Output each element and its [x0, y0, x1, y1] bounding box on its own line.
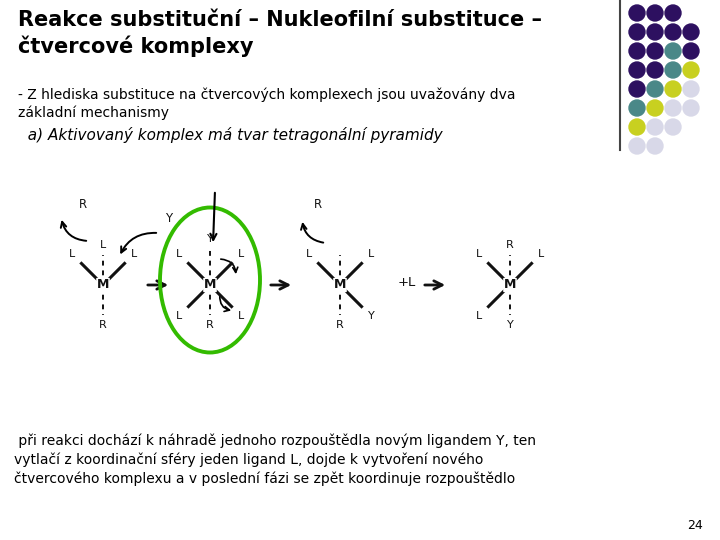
- Circle shape: [683, 24, 699, 40]
- Circle shape: [629, 43, 645, 59]
- Text: L: L: [306, 249, 312, 259]
- Text: L: L: [100, 240, 106, 250]
- Text: L: L: [538, 249, 544, 259]
- Text: R: R: [314, 198, 322, 211]
- Circle shape: [665, 24, 681, 40]
- Circle shape: [665, 62, 681, 78]
- Text: Reakce substituční – Nukleofilní substituce –
čtvercové komplexy: Reakce substituční – Nukleofilní substit…: [18, 10, 542, 57]
- Circle shape: [683, 43, 699, 59]
- Circle shape: [647, 5, 663, 21]
- Circle shape: [683, 81, 699, 97]
- Text: R: R: [99, 320, 107, 330]
- Text: L: L: [476, 249, 482, 259]
- Text: L: L: [176, 249, 182, 259]
- Text: a) Aktivovaný komplex má tvar tetragonální pyramidy: a) Aktivovaný komplex má tvar tetragonál…: [18, 127, 443, 143]
- Text: 24: 24: [688, 519, 703, 532]
- Text: Y: Y: [165, 212, 172, 225]
- Circle shape: [629, 62, 645, 78]
- Text: R: R: [506, 240, 514, 250]
- Circle shape: [647, 43, 663, 59]
- Circle shape: [647, 81, 663, 97]
- Circle shape: [683, 62, 699, 78]
- Text: M: M: [204, 279, 216, 292]
- Circle shape: [647, 24, 663, 40]
- Text: M: M: [334, 279, 346, 292]
- Text: Y: Y: [368, 311, 374, 321]
- Text: Y: Y: [507, 320, 513, 330]
- Text: M: M: [504, 279, 516, 292]
- Text: L: L: [476, 311, 482, 321]
- Circle shape: [683, 100, 699, 116]
- Text: R: R: [336, 320, 344, 330]
- Text: L: L: [238, 249, 244, 259]
- Circle shape: [629, 100, 645, 116]
- Text: Y: Y: [207, 234, 213, 244]
- Circle shape: [629, 24, 645, 40]
- Text: L: L: [176, 311, 182, 321]
- Circle shape: [665, 43, 681, 59]
- Text: L: L: [368, 249, 374, 259]
- Circle shape: [647, 119, 663, 135]
- Text: M: M: [96, 279, 109, 292]
- Text: +L: +L: [398, 276, 416, 289]
- Circle shape: [647, 138, 663, 154]
- Circle shape: [665, 81, 681, 97]
- Circle shape: [629, 5, 645, 21]
- Text: L: L: [130, 249, 137, 259]
- Circle shape: [647, 100, 663, 116]
- Text: R: R: [206, 320, 214, 330]
- Text: - Z hlediska substituce na čtvercových komplexech jsou uvažovány dva
základní me: - Z hlediska substituce na čtvercových k…: [18, 87, 516, 120]
- Circle shape: [647, 62, 663, 78]
- Circle shape: [629, 81, 645, 97]
- Circle shape: [665, 119, 681, 135]
- Text: L: L: [69, 249, 76, 259]
- Circle shape: [665, 5, 681, 21]
- Text: L: L: [238, 311, 244, 321]
- Circle shape: [629, 119, 645, 135]
- Text: R: R: [79, 198, 87, 211]
- Text: při reakci dochází k náhradě jednoho rozpouštědla novým ligandem Y, ten
vytlačí : při reakci dochází k náhradě jednoho roz…: [14, 433, 536, 486]
- Circle shape: [665, 100, 681, 116]
- Circle shape: [629, 138, 645, 154]
